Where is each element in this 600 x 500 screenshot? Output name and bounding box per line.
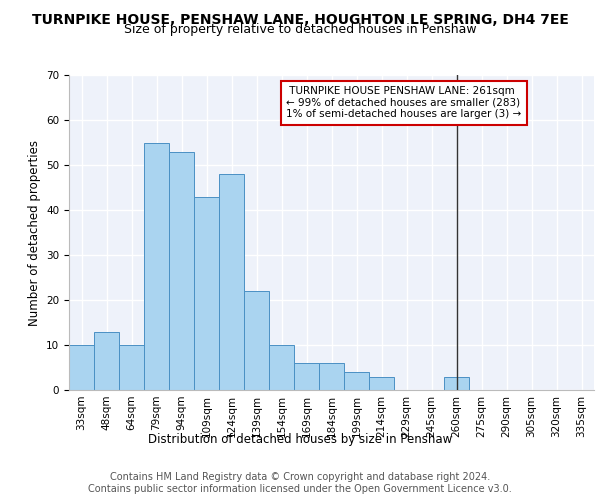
Bar <box>119 345 144 390</box>
Text: Distribution of detached houses by size in Penshaw: Distribution of detached houses by size … <box>148 432 452 446</box>
Bar <box>144 142 169 390</box>
Bar <box>319 363 344 390</box>
Bar <box>369 376 394 390</box>
Bar <box>444 376 469 390</box>
Bar <box>69 345 94 390</box>
Bar <box>219 174 244 390</box>
Text: TURNPIKE HOUSE, PENSHAW LANE, HOUGHTON LE SPRING, DH4 7EE: TURNPIKE HOUSE, PENSHAW LANE, HOUGHTON L… <box>32 12 568 26</box>
Bar <box>244 291 269 390</box>
Text: TURNPIKE HOUSE PENSHAW LANE: 261sqm
← 99% of detached houses are smaller (283)
1: TURNPIKE HOUSE PENSHAW LANE: 261sqm ← 99… <box>287 86 522 120</box>
Y-axis label: Number of detached properties: Number of detached properties <box>28 140 41 326</box>
Bar <box>294 363 319 390</box>
Bar <box>169 152 194 390</box>
Bar <box>269 345 294 390</box>
Text: Contains HM Land Registry data © Crown copyright and database right 2024.
Contai: Contains HM Land Registry data © Crown c… <box>88 472 512 494</box>
Bar <box>194 196 219 390</box>
Bar <box>94 332 119 390</box>
Text: Size of property relative to detached houses in Penshaw: Size of property relative to detached ho… <box>124 22 476 36</box>
Bar <box>344 372 369 390</box>
